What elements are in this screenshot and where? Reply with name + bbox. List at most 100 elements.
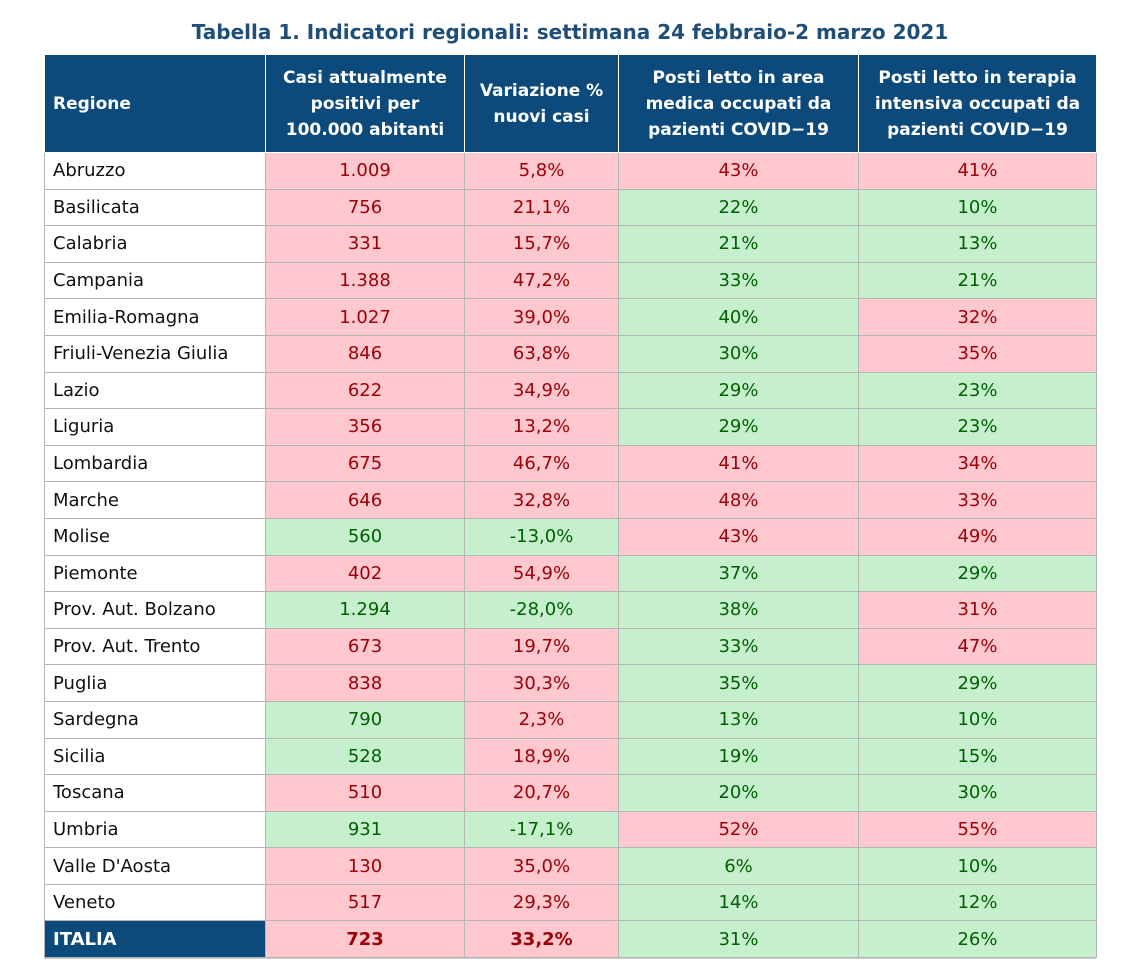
intensiva-cell: 35% [858, 334, 1097, 373]
footer-divider [44, 958, 1096, 959]
region-cell: Sardegna [44, 700, 266, 739]
medica-cell: 40% [618, 298, 859, 336]
variazione-cell: -13,0% [464, 517, 619, 556]
table-row: Piemonte 402 54,9% 37% 29% [44, 554, 1097, 593]
header-variazione: Variazione % nuovi casi [464, 54, 619, 153]
medica-cell: 29% [618, 371, 859, 410]
intensiva-cell: 23% [858, 408, 1097, 446]
casi-cell: 331 [265, 225, 465, 263]
casi-cell: 1.027 [265, 298, 465, 336]
table-row: Campania 1.388 47,2% 33% 21% [44, 261, 1097, 300]
variazione-cell: 47,2% [464, 261, 619, 300]
intensiva-cell: 32% [858, 298, 1097, 336]
variazione-cell: 46,7% [464, 444, 619, 483]
medica-cell: 35% [618, 664, 859, 702]
intensiva-cell: 21% [858, 261, 1097, 300]
medica-cell: 19% [618, 737, 859, 776]
table-row: Toscana 510 20,7% 20% 30% [44, 774, 1097, 812]
casi-cell: 723 [265, 920, 465, 959]
table-row: Molise 560 -13,0% 43% 49% [44, 517, 1097, 556]
intensiva-cell: 10% [858, 188, 1097, 227]
variazione-cell: -28,0% [464, 591, 619, 629]
indicators-table: Regione Casi attualmente positivi per 10… [44, 54, 1097, 959]
variazione-cell: 21,1% [464, 188, 619, 227]
table-row: Umbria 931 -17,1% 52% 55% [44, 810, 1097, 849]
medica-cell: 43% [618, 517, 859, 556]
variazione-cell: 35,0% [464, 847, 619, 885]
intensiva-cell: 13% [858, 225, 1097, 263]
header-intensiva: Posti letto in terapia intensiva occupat… [858, 54, 1097, 153]
medica-cell: 14% [618, 883, 859, 922]
medica-cell: 29% [618, 408, 859, 446]
casi-cell: 1.009 [265, 152, 465, 190]
intensiva-cell: 29% [858, 664, 1097, 702]
medica-cell: 13% [618, 700, 859, 739]
medica-cell: 43% [618, 152, 859, 190]
casi-cell: 673 [265, 627, 465, 666]
variazione-cell: 34,9% [464, 371, 619, 410]
variazione-cell: 13,2% [464, 408, 619, 446]
region-cell: Puglia [44, 664, 266, 702]
intensiva-cell: 47% [858, 627, 1097, 666]
region-cell: Sicilia [44, 737, 266, 776]
region-cell: Prov. Aut. Trento [44, 627, 266, 666]
intensiva-cell: 23% [858, 371, 1097, 410]
table-row: Abruzzo 1.009 5,8% 43% 41% [44, 152, 1097, 190]
table-row: Lazio 622 34,9% 29% 23% [44, 371, 1097, 410]
intensiva-cell: 12% [858, 883, 1097, 922]
region-cell: Abruzzo [44, 152, 266, 190]
table-row: Puglia 838 30,3% 35% 29% [44, 664, 1097, 702]
casi-cell: 790 [265, 700, 465, 739]
casi-cell: 675 [265, 444, 465, 483]
region-cell: Toscana [44, 774, 266, 812]
medica-cell: 21% [618, 225, 859, 263]
variazione-cell: 29,3% [464, 883, 619, 922]
header-regione: Regione [44, 54, 266, 153]
header-medica: Posti letto in area medica occupati da p… [618, 54, 859, 153]
casi-cell: 622 [265, 371, 465, 410]
region-cell: Piemonte [44, 554, 266, 593]
variazione-cell: 39,0% [464, 298, 619, 336]
variazione-cell: 20,7% [464, 774, 619, 812]
intensiva-cell: 29% [858, 554, 1097, 593]
region-cell: Lazio [44, 371, 266, 410]
intensiva-cell: 26% [858, 920, 1097, 959]
variazione-cell: 63,8% [464, 334, 619, 373]
casi-cell: 846 [265, 334, 465, 373]
casi-cell: 756 [265, 188, 465, 227]
total-row: ITALIA 723 33,2% 31% 26% [44, 920, 1097, 959]
casi-cell: 510 [265, 774, 465, 812]
region-cell: Friuli-Venezia Giulia [44, 334, 266, 373]
variazione-cell: 18,9% [464, 737, 619, 776]
region-cell: Prov. Aut. Bolzano [44, 591, 266, 629]
region-cell: Marche [44, 481, 266, 519]
casi-cell: 356 [265, 408, 465, 446]
region-cell: Basilicata [44, 188, 266, 227]
casi-cell: 931 [265, 810, 465, 849]
header-casi: Casi attualmente positivi per 100.000 ab… [265, 54, 465, 153]
casi-cell: 130 [265, 847, 465, 885]
variazione-cell: 32,8% [464, 481, 619, 519]
variazione-cell: 30,3% [464, 664, 619, 702]
table-row: Valle D'Aosta 130 35,0% 6% 10% [44, 847, 1097, 885]
intensiva-cell: 15% [858, 737, 1097, 776]
casi-cell: 1.388 [265, 261, 465, 300]
region-cell: Molise [44, 517, 266, 556]
region-cell: Umbria [44, 810, 266, 849]
intensiva-cell: 31% [858, 591, 1097, 629]
region-cell: Calabria [44, 225, 266, 263]
intensiva-cell: 34% [858, 444, 1097, 483]
medica-cell: 30% [618, 334, 859, 373]
medica-cell: 20% [618, 774, 859, 812]
medica-cell: 22% [618, 188, 859, 227]
medica-cell: 41% [618, 444, 859, 483]
medica-cell: 48% [618, 481, 859, 519]
variazione-cell: 54,9% [464, 554, 619, 593]
intensiva-cell: 10% [858, 847, 1097, 885]
table-row: Basilicata 756 21,1% 22% 10% [44, 188, 1097, 227]
variazione-cell: 5,8% [464, 152, 619, 190]
casi-cell: 402 [265, 554, 465, 593]
table-row: Lombardia 675 46,7% 41% 34% [44, 444, 1097, 483]
intensiva-cell: 30% [858, 774, 1097, 812]
table-title: Tabella 1. Indicatori regionali: settima… [191, 20, 949, 44]
